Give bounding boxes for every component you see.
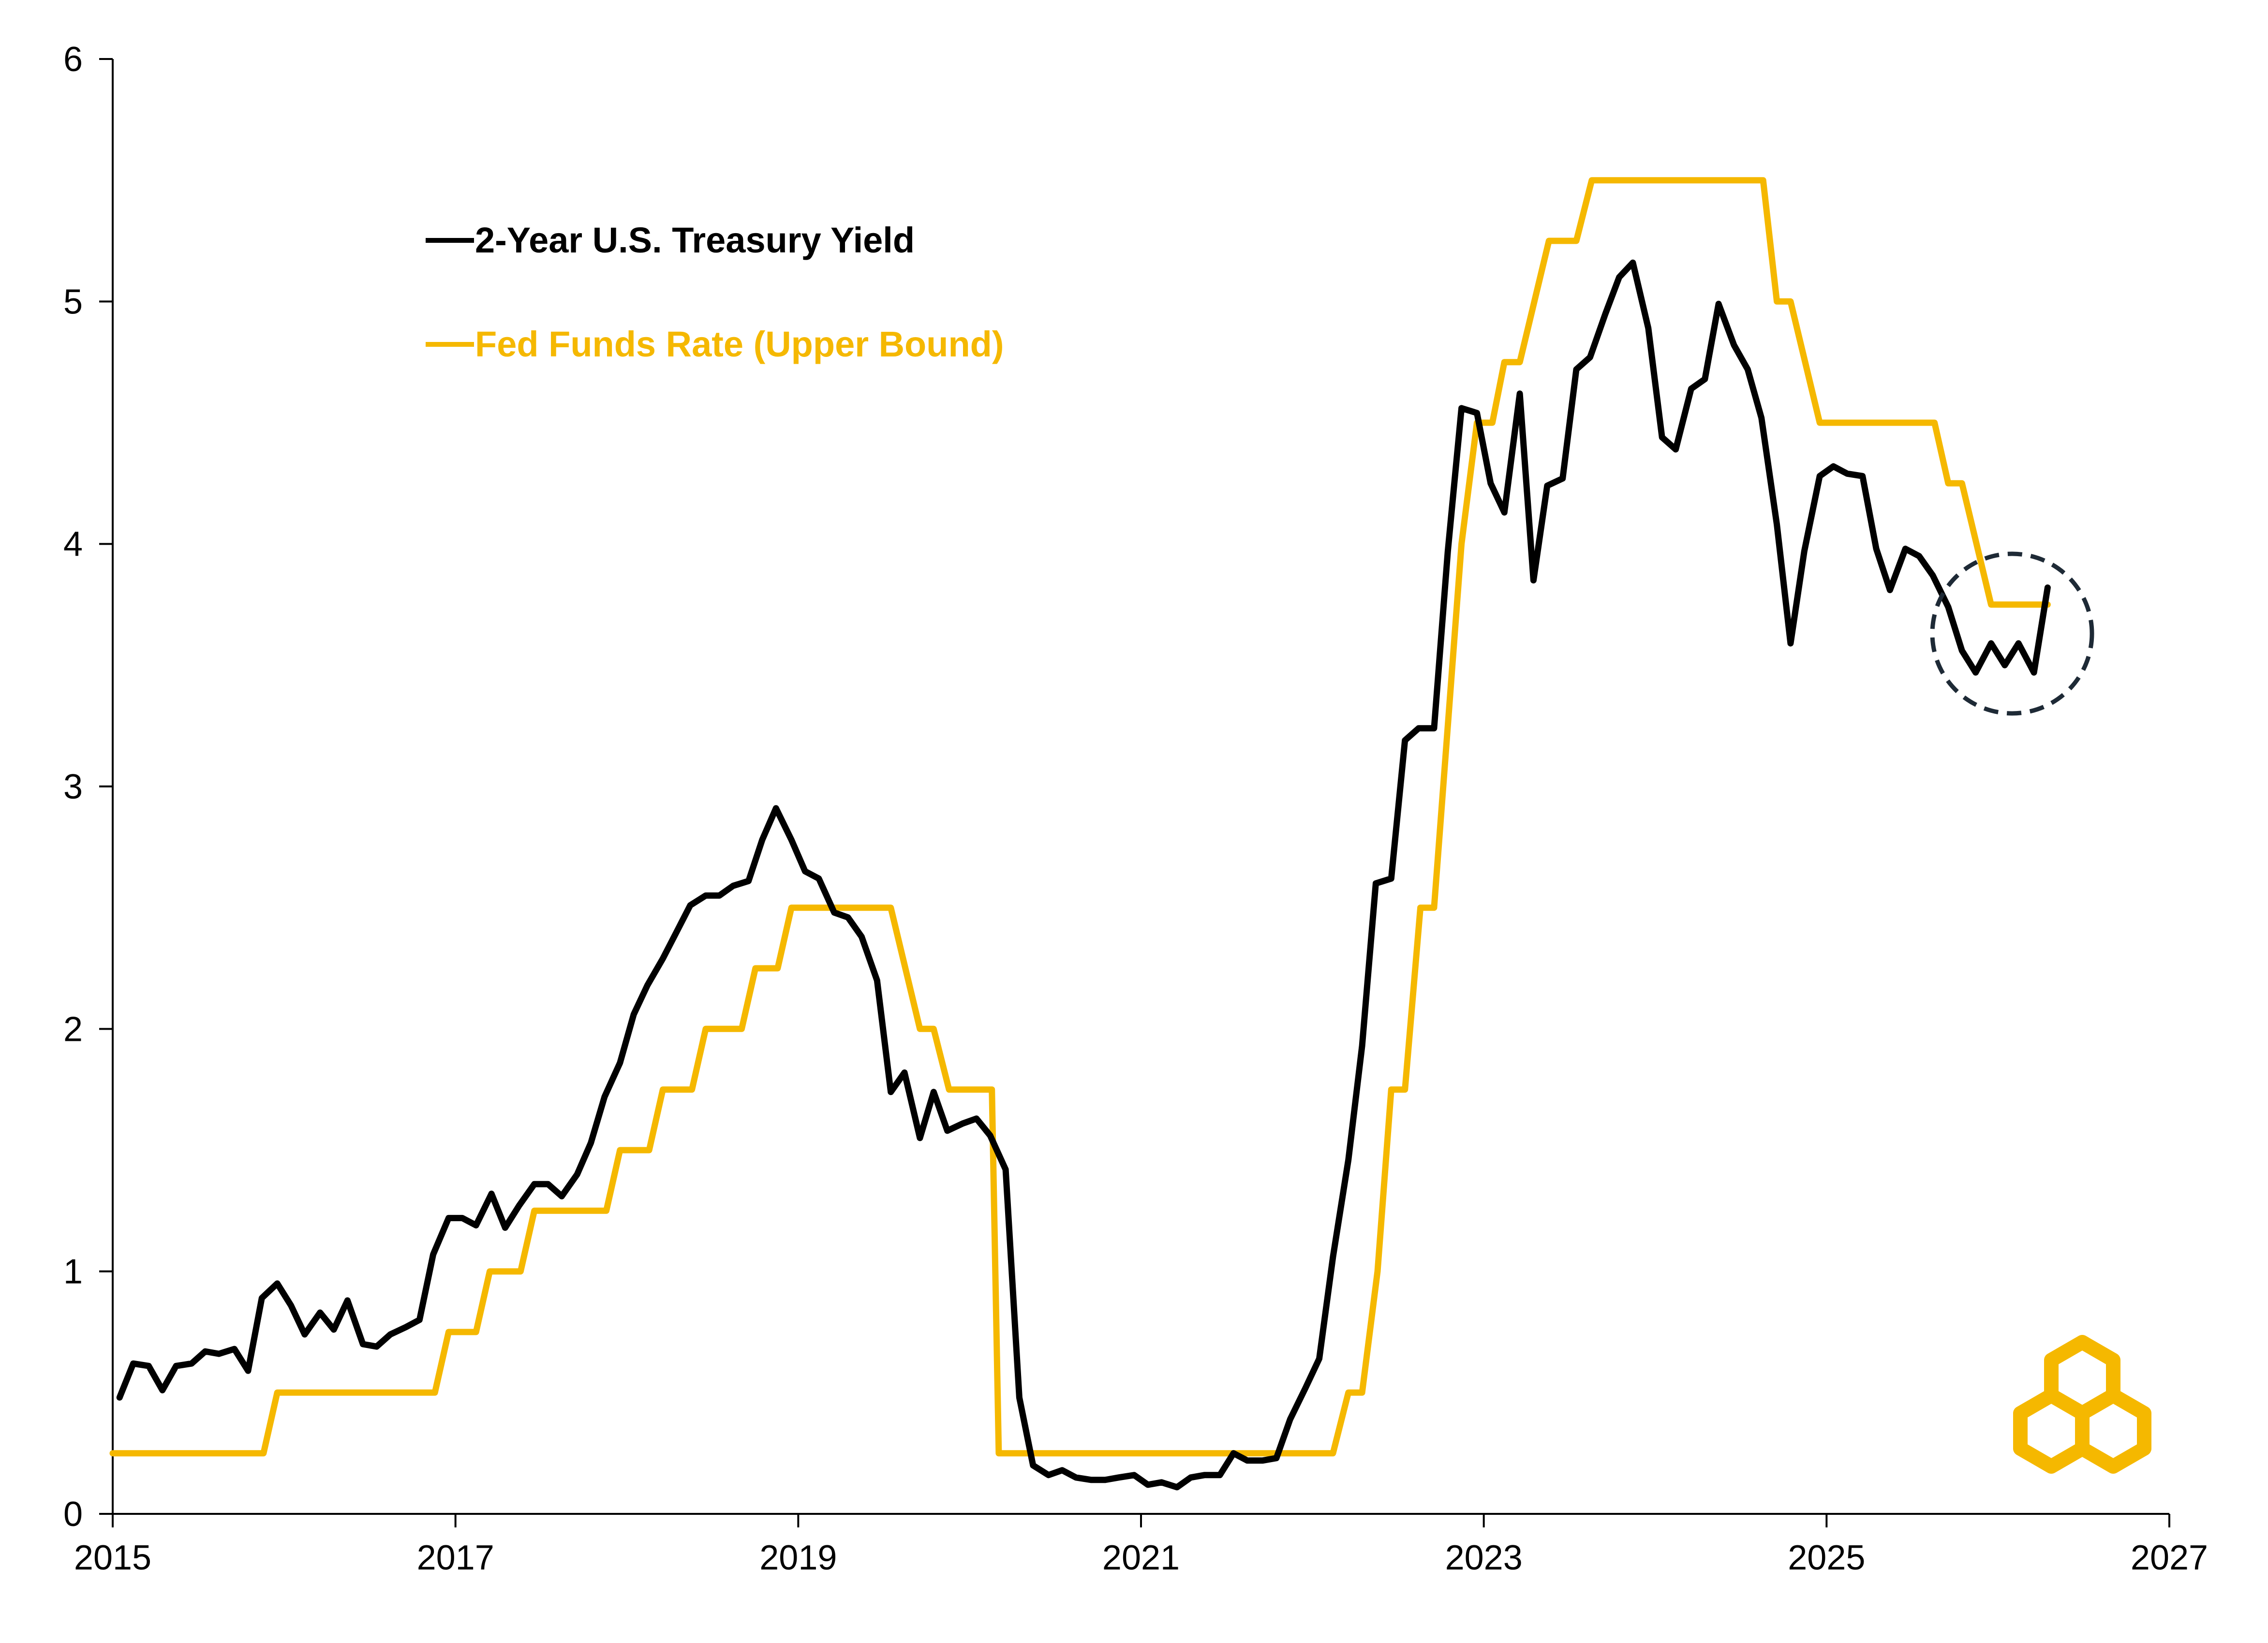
y-tick-label-1: 1	[63, 1253, 83, 1291]
y-tick-label-3: 3	[63, 768, 83, 806]
series-layer	[109, 177, 2051, 1491]
y-tick-label-6: 6	[63, 40, 83, 79]
y-tick-label-4: 4	[63, 525, 83, 564]
logo-hexagon-right	[2075, 1388, 2151, 1474]
interlocking-hexagons-logo-icon	[2013, 1335, 2151, 1474]
axes: 2015 2017 2019 2021 2023 2025 2027 0 1 2 3 4 5 6	[63, 40, 2208, 1577]
highlight-circle	[1930, 551, 2094, 716]
legend-label-treasury: 2-Year U.S. Treasury Yield	[475, 220, 915, 260]
legend: 2-Year U.S. Treasury Yield Fed Funds Rat…	[426, 220, 1004, 364]
y-tick-label-5: 5	[63, 282, 83, 321]
x-tick-label-2015: 2015	[74, 1539, 151, 1577]
legend-label-fed: Fed Funds Rate (Upper Bound)	[475, 324, 1004, 364]
y-tick-label-0: 0	[63, 1495, 83, 1534]
x-tick-label-2027: 2027	[2131, 1539, 2208, 1577]
x-tick-label-2021: 2021	[1102, 1539, 1180, 1577]
series-line-fed-funds-rate	[109, 177, 2051, 1457]
x-tick-label-2017: 2017	[417, 1539, 494, 1577]
x-tick-label-2023: 2023	[1445, 1539, 1523, 1577]
x-tick-label-2025: 2025	[1788, 1539, 1865, 1577]
x-tick-label-2019: 2019	[759, 1539, 837, 1577]
series-line-treasury-yield	[116, 259, 2051, 1491]
y-tick-label-2: 2	[63, 1010, 83, 1049]
